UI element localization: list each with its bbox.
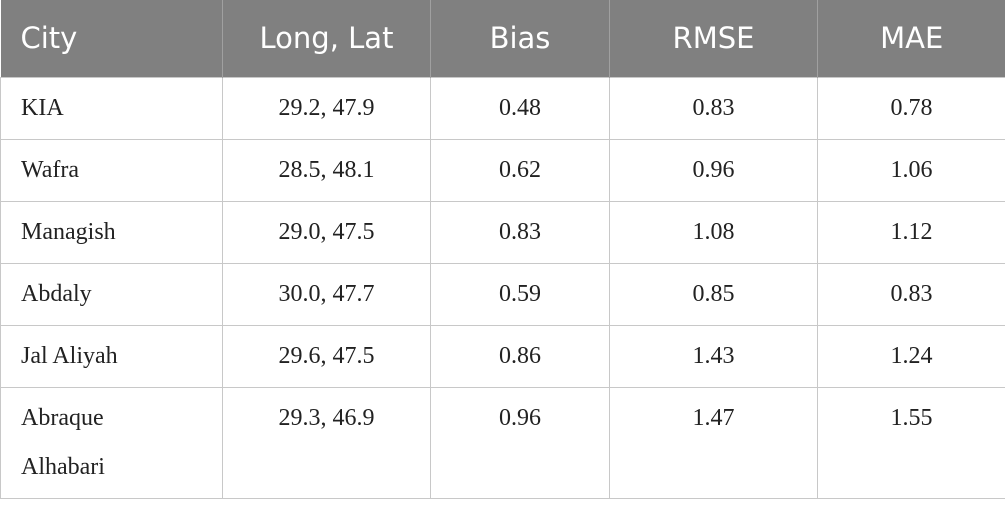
cell-text: 0.86 xyxy=(499,342,541,369)
cell-text: 29.0, 47.5 xyxy=(278,218,375,245)
city-cell: Jal Aliyah xyxy=(0,324,223,388)
data-table: City Long, Lat Bias RMSE MAE KIA 29.2, 47.9 0.… xyxy=(0,0,1005,499)
cell-text: 0.48 xyxy=(499,94,541,121)
header-cell: MAE xyxy=(817,0,1005,77)
cell-text: Abdaly xyxy=(21,280,92,307)
cell-text: 29.6, 47.5 xyxy=(278,342,375,369)
value-cell: 1.08 xyxy=(609,200,818,264)
value-cell: 0.83 xyxy=(609,76,818,140)
value-cell: 29.2, 47.9 xyxy=(222,76,431,140)
value-cell: 30.0, 47.7 xyxy=(222,262,431,326)
value-cell: 1.12 xyxy=(817,200,1005,264)
value-cell: 28.5, 48.1 xyxy=(222,138,431,202)
cell-text: KIA xyxy=(21,94,64,121)
value-cell: 1.24 xyxy=(817,324,1005,388)
cell-text: Wafra xyxy=(21,156,80,183)
cell-text: Jal Aliyah xyxy=(21,342,118,369)
cell-text: 1.06 xyxy=(890,156,933,183)
city-cell: Abraque Alhabari xyxy=(0,386,223,499)
value-cell: 0.83 xyxy=(430,200,610,264)
value-cell: 29.3, 46.9 xyxy=(222,386,431,499)
value-cell: 0.59 xyxy=(430,262,610,326)
value-cell: 1.47 xyxy=(609,386,818,499)
value-cell: 29.0, 47.5 xyxy=(222,200,431,264)
city-cell: Abdaly xyxy=(0,262,223,326)
cell-text: 1.24 xyxy=(890,342,933,369)
cell-text: 1.43 xyxy=(692,342,735,369)
value-cell: 0.48 xyxy=(430,76,610,140)
cell-text: 0.83 xyxy=(890,280,933,307)
value-cell: 0.96 xyxy=(430,386,610,499)
table-row: Managish 29.0, 47.5 0.83 1.08 1.12 xyxy=(0,200,1005,264)
city-cell: KIA xyxy=(0,76,223,140)
cell-text: 0.83 xyxy=(499,218,541,245)
header-row: City Long, Lat Bias RMSE MAE xyxy=(0,0,1005,77)
cell-text: 0.83 xyxy=(692,94,735,121)
cell-text: 0.96 xyxy=(692,156,735,183)
city-cell: Managish xyxy=(0,200,223,264)
header-cell: RMSE xyxy=(609,0,818,77)
cell-text: 29.3, 46.9 xyxy=(278,404,375,431)
cell-text: 29.2, 47.9 xyxy=(278,94,375,121)
cell-text: 0.85 xyxy=(692,280,735,307)
cell-text: 0.96 xyxy=(499,404,541,431)
value-cell: 0.96 xyxy=(609,138,818,202)
header-cell: Long, Lat xyxy=(222,0,431,77)
header-cell: Bias xyxy=(430,0,610,77)
cell-text: 0.59 xyxy=(499,280,541,307)
cell-text: 1.12 xyxy=(890,218,933,245)
cell-text: 30.0, 47.7 xyxy=(278,280,375,307)
value-cell: 1.55 xyxy=(817,386,1005,499)
value-cell: 0.83 xyxy=(817,262,1005,326)
table-row: Abdaly 30.0, 47.7 0.59 0.85 0.83 xyxy=(0,262,1005,326)
header-cell: City xyxy=(0,0,223,77)
value-cell: 0.62 xyxy=(430,138,610,202)
table-row: KIA 29.2, 47.9 0.48 0.83 0.78 xyxy=(0,76,1005,140)
cell-text: Abraque Alhabari xyxy=(21,404,105,480)
cell-text: 0.78 xyxy=(890,94,933,121)
cell-text: 1.55 xyxy=(890,404,933,431)
cell-text: 1.47 xyxy=(692,404,735,431)
value-cell: 1.06 xyxy=(817,138,1005,202)
value-cell: 0.78 xyxy=(817,76,1005,140)
table-row: Wafra 28.5, 48.1 0.62 0.96 1.06 xyxy=(0,138,1005,202)
value-cell: 1.43 xyxy=(609,324,818,388)
value-cell: 29.6, 47.5 xyxy=(222,324,431,388)
city-cell: Wafra xyxy=(0,138,223,202)
table-row: Jal Aliyah 29.6, 47.5 0.86 1.43 1.24 xyxy=(0,324,1005,388)
table-row: Abraque Alhabari 29.3, 46.9 0.96 1.47 1.55 xyxy=(0,386,1005,499)
cell-text: 0.62 xyxy=(499,156,541,183)
cell-text: 28.5, 48.1 xyxy=(278,156,375,183)
value-cell: 0.86 xyxy=(430,324,610,388)
cell-text: Managish xyxy=(21,218,116,245)
cell-text: 1.08 xyxy=(692,218,735,245)
value-cell: 0.85 xyxy=(609,262,818,326)
